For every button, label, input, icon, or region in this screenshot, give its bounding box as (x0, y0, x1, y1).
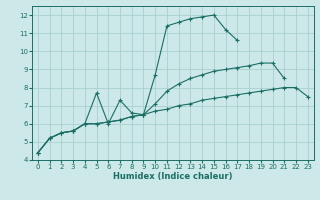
X-axis label: Humidex (Indice chaleur): Humidex (Indice chaleur) (113, 172, 233, 181)
